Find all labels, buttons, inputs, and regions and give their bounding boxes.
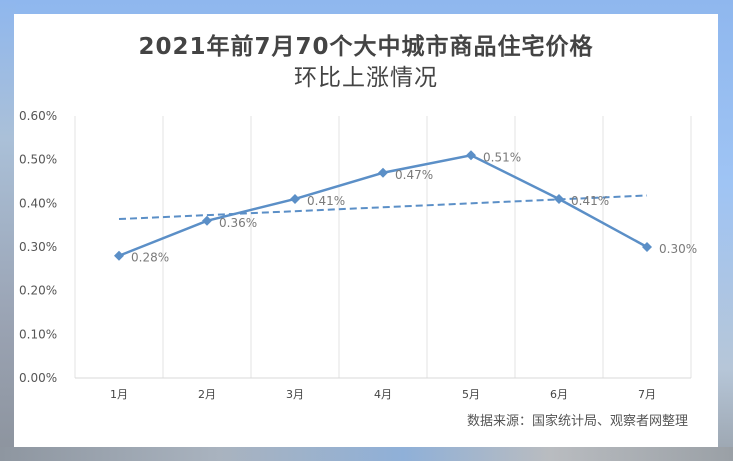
data-point-marker — [290, 193, 300, 204]
y-tick-label: 0.10% — [19, 327, 57, 341]
data-point-marker — [466, 150, 476, 161]
y-tick-label: 0.20% — [19, 284, 57, 298]
line-chart: 0.00% 0.10% 0.20% 0.30% 0.40% 0.50% 0.60% 1月 2月 3… — [19, 109, 697, 401]
chart-title-line1: 2021年前7月70个大中城市商品住宅价格 — [138, 34, 594, 60]
data-label: 0.41% — [571, 194, 609, 208]
x-tick-label: 5月 — [462, 388, 480, 401]
data-label: 0.30% — [659, 242, 697, 256]
background-bottom — [0, 447, 733, 461]
trendline — [118, 194, 648, 221]
y-tick-label: 0.50% — [19, 153, 57, 167]
data-label: 0.28% — [131, 251, 169, 265]
x-tick-label: 4月 — [374, 388, 392, 401]
data-label: 0.51% — [483, 150, 521, 164]
x-tick-label: 2月 — [198, 388, 216, 401]
data-label: 0.47% — [395, 168, 433, 182]
y-tick-label: 0.30% — [19, 240, 57, 254]
data-point-marker — [202, 215, 212, 226]
source-note: 数据来源：国家统计局、观察者网整理 — [466, 414, 688, 429]
x-tick-label: 3月 — [286, 388, 304, 401]
y-tick-label: 0.60% — [19, 109, 57, 123]
x-tick-label: 7月 — [638, 388, 656, 401]
x-tick-label: 1月 — [110, 388, 128, 401]
chart-card: 2021年前7月70个大中城市商品住宅价格 环比上涨情况 0.00% 0.10% 0… — [14, 14, 718, 447]
data-point-marker — [114, 250, 124, 261]
y-tick-label: 0.40% — [19, 196, 57, 210]
data-point-marker — [554, 193, 564, 204]
chart-title: 2021年前7月70个大中城市商品住宅价格 环比上涨情况 — [14, 32, 718, 94]
y-tick-label: 0.00% — [19, 371, 57, 385]
data-point-marker — [378, 167, 388, 178]
data-label: 0.36% — [219, 216, 257, 230]
x-tick-label: 6月 — [550, 388, 568, 401]
background-left — [0, 0, 16, 461]
chart-title-line2: 环比上涨情况 — [294, 65, 438, 91]
data-point-marker — [642, 242, 652, 252]
data-label: 0.41% — [307, 194, 345, 208]
